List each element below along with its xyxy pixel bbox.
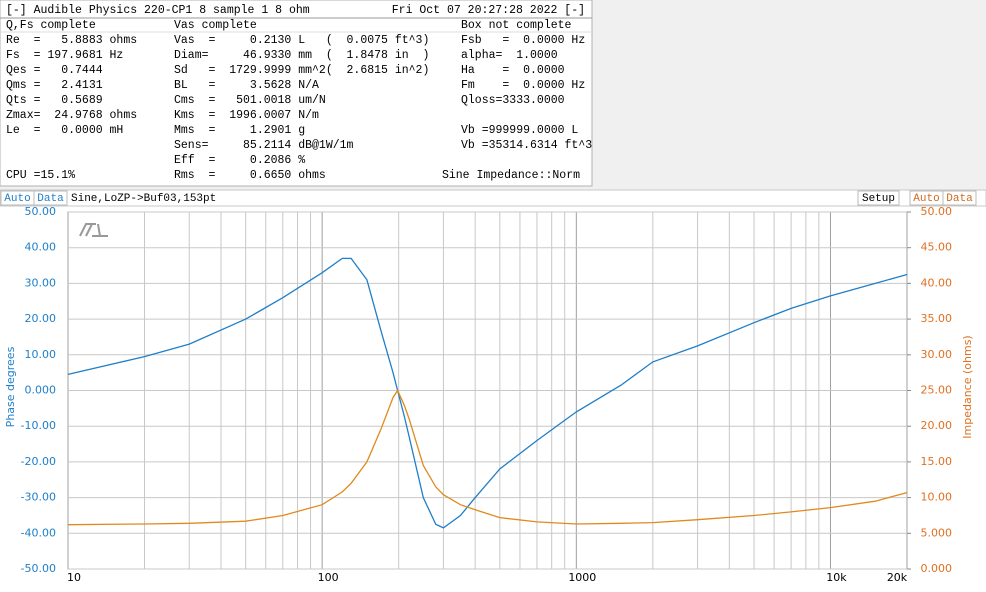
y2-tick-label: 50.00 [921,205,953,218]
parameter-line: Qms = 2.4131 [6,79,103,92]
parameter-line: Sine Impedance::Norm [442,169,580,182]
setup-button[interactable]: Setup [862,193,895,205]
window-title: [-] Audible Physics 220-CP1 8 sample 1 8… [6,4,310,17]
x-tick-label: 20k [887,571,908,584]
y2-tick-label: 45.00 [921,241,953,254]
column-header: Vas complete [174,19,257,32]
parameter-line: CPU =15.1% [6,169,75,182]
setup-button-frame[interactable] [857,190,900,206]
y-tick-label: 50.00 [25,205,57,218]
y2-tick-label: 35.00 [921,312,953,325]
parameter-line: Sd = 1729.9999 mm^2( 2.6815 in^2) [174,64,429,77]
parameter-line: Re = 5.8883 ohms [6,34,137,47]
parameter-line: Vas = 0.2130 L ( 0.0075 ft^3) [174,34,429,47]
parameter-line: Diam= 46.9330 mm ( 1.8478 in ) [174,49,429,62]
series-line [67,389,908,526]
y-tick-label: -30.00 [21,491,56,504]
y-tick-label: -10.00 [21,419,56,432]
parameter-line: alpha= 1.0000 [461,49,558,62]
parameter-line: Qloss=3333.0000 [461,94,565,107]
auto-button[interactable]: Auto [4,193,30,205]
series-line [67,257,908,529]
parameter-line: Cms = 501.0018 um/N [174,94,326,107]
y2-tick-label: 20.00 [921,419,953,432]
logo [79,223,108,237]
x-tick-label: 10 [67,571,81,584]
x-tick-label: 1000 [568,571,596,584]
status-text: Sine,LoZP->Buf03,153pt [71,193,216,205]
parameter-line: Rms = 0.6650 ohms [174,169,326,182]
parameter-line: Sens= 85.2114 dB@1W/1m [174,139,354,152]
parameter-panel [0,0,593,187]
y-tick-label: 20.00 [25,312,57,325]
y2-tick-label: 0.000 [921,562,953,575]
parameter-line: Mms = 1.2901 g [174,124,305,137]
y2-axis-title: Impedance (ohms) [961,335,974,438]
y2-tick-label: 5.000 [921,526,953,539]
data-button[interactable]: Data [37,193,64,205]
parameter-line: BL = 3.5628 N/A [174,79,319,92]
y-tick-label: -20.00 [21,455,56,468]
y2-tick-label: 25.00 [921,384,953,397]
x-tick-label: 10k [826,571,847,584]
y-tick-label: -40.00 [21,526,56,539]
y2-tick-label: 15.00 [921,455,953,468]
parameter-line: Le = 0.0000 mH [6,124,123,137]
y-tick-label: 10.00 [25,348,57,361]
data-button-frame[interactable] [33,190,68,206]
parameter-line: Fsb = 0.0000 Hz [461,34,585,47]
parameter-line: Vb =999999.0000 L [461,124,578,137]
data-button[interactable]: Data [946,193,973,205]
parameter-line: Qes = 0.7444 [6,64,103,77]
parameter-line: Fs = 197.9681 Hz [6,49,123,62]
x-tick-label: 100 [318,571,339,584]
y-tick-label: -50.00 [21,562,56,575]
parameter-line: Ha = 0.0000 [461,64,565,77]
column-header: Q,Fs complete [6,19,96,32]
auto-button[interactable]: Auto [913,193,939,205]
parameter-line: Zmax= 24.9768 ohms [6,109,137,122]
y-tick-label: 0.000 [25,384,57,397]
parameter-line: Eff = 0.2086 % [174,154,305,167]
column-header: Box not complete [461,19,572,32]
data-button-frame[interactable] [942,190,977,206]
parameter-line: Fm = 0.0000 Hz [461,79,585,92]
y-tick-label: 40.00 [25,241,57,254]
parameter-line: Qts = 0.5689 [6,94,103,107]
parameter-line: Kms = 1996.0007 N/m [174,109,319,122]
y-axis-title: Phase degrees [4,346,17,427]
y2-tick-label: 30.00 [921,348,953,361]
chart-toolbar [0,189,986,207]
y2-tick-label: 40.00 [921,276,953,289]
window-datetime: Fri Oct 07 20:27:28 2022 [-] [392,4,585,17]
y-tick-label: 30.00 [25,276,57,289]
parameter-line: Vb =35314.6314 ft^3 [461,139,592,152]
y2-tick-label: 10.00 [921,491,953,504]
